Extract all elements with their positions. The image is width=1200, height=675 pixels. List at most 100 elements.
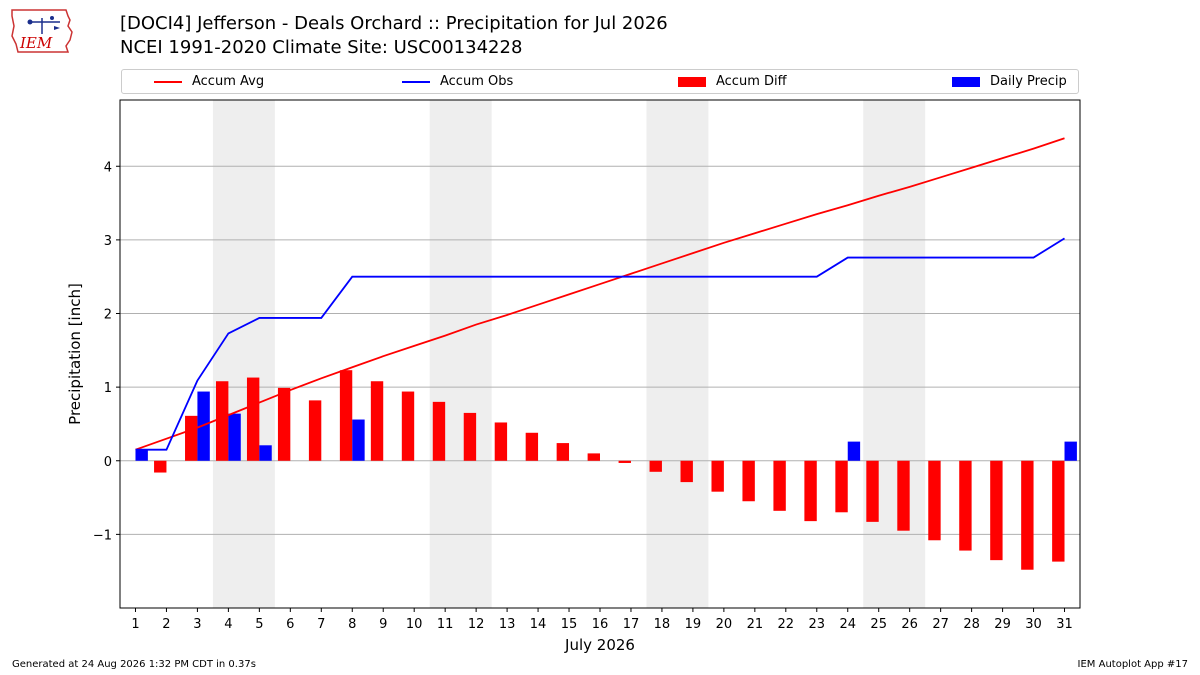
legend-label-accum-diff: Accum Diff [716,74,787,89]
accum-diff-bar [959,460,972,551]
x-tick-label: 2 [162,617,170,632]
accum-diff-bar [1021,460,1034,570]
daily-precip-bar [259,445,272,461]
accum-diff-bar [990,460,1003,561]
accum-diff-bar [216,381,229,461]
accum-diff-bar [773,460,786,511]
y-tick-label: 2 [104,308,112,323]
x-tick-label: 12 [468,617,485,632]
x-tick-label: 5 [255,617,263,632]
accum-diff-bar [370,381,384,461]
x-tick-label: 28 [963,617,980,632]
x-tick-label: 19 [685,617,702,632]
x-tick-label: 14 [530,617,547,632]
accum-diff-bar [154,460,167,473]
accum-diff-bar [1052,460,1065,562]
weekend-bands [212,100,926,608]
x-tick-label: 9 [379,617,387,632]
legend-label-accum-obs: Accum Obs [440,74,514,89]
accum-diff-bar [649,460,662,472]
accum-diff-bar [494,422,508,461]
title-line-1: [DOCI4] Jefferson - Deals Orchard :: Pre… [120,13,668,34]
legend-item-daily-precip: Daily Precip [952,70,1067,93]
accum-diff-bar [556,443,570,461]
daily-precip-bar [847,441,861,461]
x-axis-label: July 2026 [564,636,635,654]
accum-diff-bar [463,412,477,461]
daily-precip-bar [352,419,365,461]
x-tick-label: 10 [406,617,423,632]
x-tick-label: 15 [561,617,578,632]
legend-item-accum-diff: Accum Diff [678,70,787,93]
accum-diff-bar [525,432,539,461]
footer-app: IEM Autoplot App #17 [1077,659,1188,670]
x-tick-label: 1 [131,617,139,632]
x-tick-label: 4 [224,617,232,632]
legend-item-accum-avg: Accum Avg [154,70,264,93]
accum-avg-line [135,137,1065,451]
x-tick-label: 21 [747,617,764,632]
y-tick-label: 4 [104,160,112,175]
x-tick-label: 30 [1025,617,1042,632]
daily-precip-bar [135,449,148,461]
x-tick-label: 25 [870,617,887,632]
x-tick-label: 11 [437,617,454,632]
accum-diff-bar [308,400,322,461]
accum-diff-bar [277,387,291,461]
weekend-band [646,100,709,608]
accum-diff-bar [897,460,910,531]
accum-diff-bar [711,460,724,492]
x-tick-label: 31 [1056,617,1073,632]
accum-diff-bar [246,377,260,461]
accum-diff-bar [432,401,446,461]
accum-diff-bar [804,460,817,522]
x-tick-label: 22 [778,617,795,632]
x-tick-label: 20 [716,617,733,632]
y-axis-label: Precipitation [inch] [66,283,84,425]
y-tick-label: 3 [104,234,112,249]
legend-label-daily-precip: Daily Precip [990,74,1067,89]
y-tick-label: −1 [93,528,112,543]
title-line-2: NCEI 1991-2020 Climate Site: USC00134228 [120,37,523,58]
x-tick-label: 16 [592,617,609,632]
legend-swatch-daily-precip [952,76,980,87]
weekend-band [429,100,492,608]
x-tick-label: 26 [901,617,918,632]
x-tick-label: 27 [932,617,949,632]
x-tick-label: 6 [286,617,294,632]
y-tick-label: 1 [104,381,112,396]
legend-swatch-accum-diff [678,76,706,87]
accum-diff-bar [339,370,353,461]
y-tick-label: 0 [104,455,112,470]
accum-diff-bar [866,460,879,522]
x-tick-label: 17 [623,617,640,632]
x-tick-label: 18 [654,617,671,632]
weekend-band [212,100,275,608]
accum-diff-bar [742,460,755,502]
accum-diff-bar [680,460,693,483]
chart-title: [DOCI4] Jefferson - Deals Orchard :: Pre… [120,12,668,60]
x-tick-label: 3 [193,617,201,632]
accum-diff-bar [835,460,848,513]
x-tick-label: 29 [994,617,1011,632]
accum-obs-line [135,237,1065,451]
x-tick-label: 13 [499,617,516,632]
weekend-band [863,100,926,608]
x-tick-label: 8 [348,617,356,632]
bars [135,370,1077,570]
legend-swatch-accum-avg [154,80,182,83]
x-tick-label: 7 [317,617,325,632]
legend: Accum Avg Accum Obs Accum Diff Daily Pre… [121,69,1079,94]
accum-diff-bar [401,391,415,461]
accum-diff-bar [587,453,600,461]
logo-text: IEM [19,34,53,52]
iem-logo: IEM [8,6,78,58]
legend-item-accum-obs: Accum Obs [402,70,513,93]
daily-precip-bar [228,413,241,461]
gridlines [120,165,1080,535]
x-tick-label: 24 [839,617,856,632]
x-tick-label: 23 [809,617,826,632]
accum-diff-bar [928,460,941,541]
